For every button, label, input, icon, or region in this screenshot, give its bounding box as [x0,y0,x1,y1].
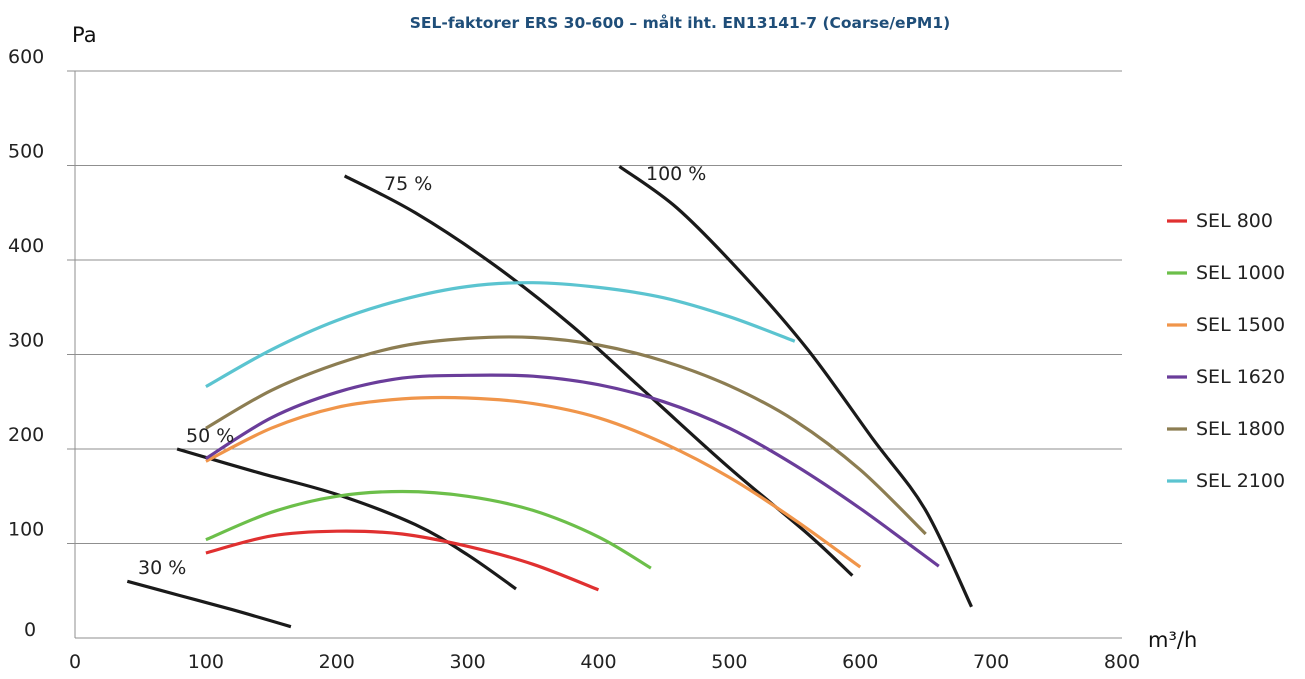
efficiency-line [619,166,971,606]
legend-label: SEL 1620 [1196,366,1285,388]
legend-label: SEL 2100 [1196,470,1285,492]
x-tick-label: 200 [319,651,355,673]
efficiency-label: 30 % [138,557,186,579]
x-axis-label: m³/h [1148,628,1197,652]
chart-title: SEL-faktorer ERS 30-600 – målt iht. EN13… [410,13,950,32]
y-tick-label: 500 [8,141,44,163]
series-line [206,337,926,534]
efficiency-label: 75 % [384,173,432,195]
y-axis-label: Pa [72,23,97,47]
y-tick-label: 400 [8,235,44,257]
y-tick-label: 200 [8,424,44,446]
y-tick-label: 0 [24,619,36,641]
efficiency-label: 100 % [646,163,706,185]
series-line [206,398,860,568]
efficiency-label: 50 % [186,425,234,447]
efficiency-line [177,449,516,589]
x-tick-label: 400 [580,651,616,673]
series-line [206,375,939,566]
x-tick-label: 0 [69,651,81,673]
x-axis-ticks: 0 100 200 300 400 500 600 700 800 [69,651,1140,673]
x-tick-label: 100 [188,651,224,673]
legend-label: SEL 800 [1196,210,1273,232]
x-tick-label: 600 [842,651,878,673]
legend-label: SEL 1000 [1196,262,1285,284]
x-tick-label: 500 [711,651,747,673]
x-tick-label: 700 [973,651,1009,673]
y-tick-label: 300 [8,330,44,352]
series-line [206,531,599,590]
legend: SEL 800 SEL 1000 SEL 1500 SEL 1620 SEL 1800 S… [1167,210,1285,492]
legend-label: SEL 1500 [1196,314,1285,336]
efficiency-line [127,581,291,626]
y-axis-ticks: 0 100 200 300 400 500 600 [8,46,44,641]
x-tick-label: 300 [449,651,485,673]
legend-label: SEL 1800 [1196,418,1285,440]
y-tick-label: 600 [8,46,44,68]
x-tick-label: 800 [1104,651,1140,673]
gridlines [67,71,1122,638]
y-tick-label: 100 [8,519,44,541]
series-line [206,283,795,387]
